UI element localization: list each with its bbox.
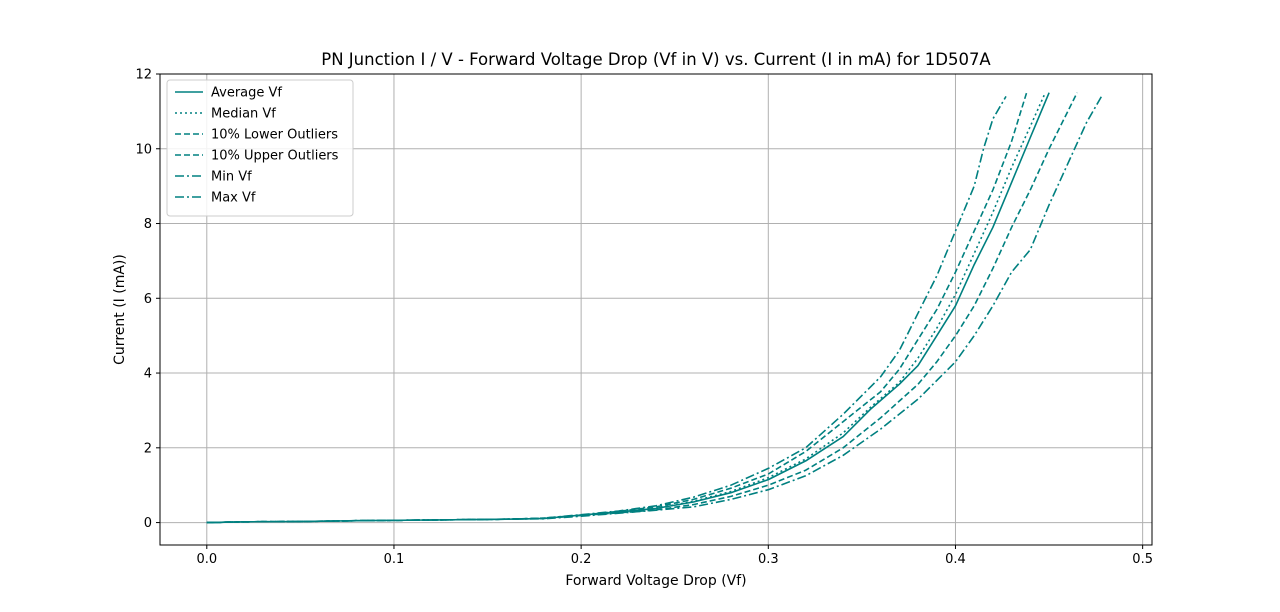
axis-ticks: 0.0 0.1 0.2 0.3 0.4 0.5 0 2 4 6 8 10 12 — [135, 68, 1153, 568]
grid — [160, 73, 1152, 545]
series-line-min-vf — [206, 96, 1103, 524]
x-tick-label: 0.1 — [384, 552, 405, 567]
legend-label: 10% Lower Outliers — [211, 128, 338, 143]
chart-title: PN Junction I / V - Forward Voltage Drop… — [321, 50, 991, 69]
y-tick-label: 12 — [135, 68, 152, 83]
series-line-max-vf — [206, 95, 1007, 524]
legend-label: Median Vf — [211, 107, 276, 122]
y-tick-label: 6 — [144, 292, 152, 307]
legend: Average Vf Median Vf 10% Lower Outliers 10%… — [166, 79, 354, 217]
y-tick-label: 8 — [144, 217, 152, 232]
y-axis-label: Current (I (mA)) — [112, 254, 128, 365]
legend-box — [166, 79, 354, 217]
legend-label: 10% Upper Outliers — [211, 149, 339, 164]
legend-label: Average Vf — [211, 86, 282, 101]
y-tick-label: 10 — [135, 142, 152, 157]
legend-label: Min Vf — [211, 170, 252, 185]
series-line-median-vf — [206, 92, 1047, 524]
legend-label: Max Vf — [211, 191, 256, 206]
x-tick-label: 0.0 — [196, 552, 217, 567]
plot-frame — [159, 73, 1153, 546]
y-tick-label: 2 — [144, 441, 152, 456]
y-tick-label: 4 — [144, 367, 152, 382]
series-lines — [206, 92, 1103, 524]
x-tick-label: 0.2 — [571, 552, 592, 567]
x-axis-label: Forward Voltage Drop (Vf) — [565, 573, 746, 589]
y-tick-label: 0 — [144, 516, 152, 531]
x-tick-label: 0.3 — [758, 552, 779, 567]
x-tick-label: 0.4 — [945, 552, 966, 567]
x-tick-label: 0.5 — [1132, 552, 1153, 567]
